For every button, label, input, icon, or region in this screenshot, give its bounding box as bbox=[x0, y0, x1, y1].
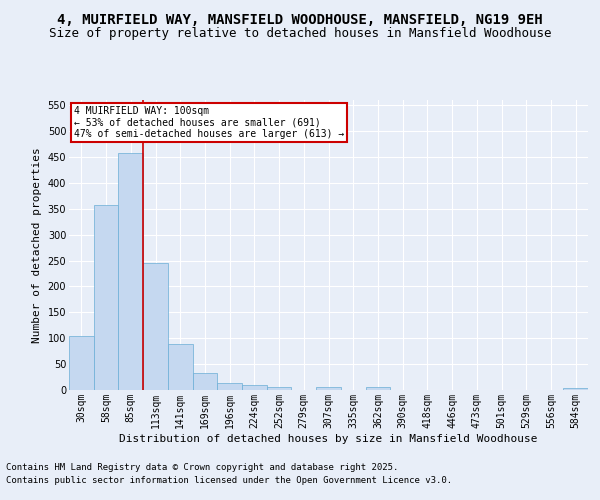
Bar bbox=[193, 374, 217, 390]
Text: Contains HM Land Registry data © Crown copyright and database right 2025.: Contains HM Land Registry data © Crown c… bbox=[6, 462, 398, 471]
Bar bbox=[143, 263, 168, 390]
Bar bbox=[168, 344, 193, 390]
Text: Contains public sector information licensed under the Open Government Licence v3: Contains public sector information licen… bbox=[6, 476, 452, 485]
Bar bbox=[365, 388, 390, 390]
X-axis label: Distribution of detached houses by size in Mansfield Woodhouse: Distribution of detached houses by size … bbox=[119, 434, 538, 444]
Text: 4 MUIRFIELD WAY: 100sqm
← 53% of detached houses are smaller (691)
47% of semi-d: 4 MUIRFIELD WAY: 100sqm ← 53% of detache… bbox=[74, 106, 344, 139]
Bar bbox=[118, 154, 143, 390]
Bar bbox=[563, 388, 588, 390]
Bar bbox=[217, 384, 242, 390]
Bar bbox=[94, 205, 118, 390]
Bar bbox=[69, 336, 94, 390]
Text: 4, MUIRFIELD WAY, MANSFIELD WOODHOUSE, MANSFIELD, NG19 9EH: 4, MUIRFIELD WAY, MANSFIELD WOODHOUSE, M… bbox=[57, 12, 543, 26]
Bar bbox=[242, 386, 267, 390]
Y-axis label: Number of detached properties: Number of detached properties bbox=[32, 147, 42, 343]
Bar bbox=[316, 388, 341, 390]
Text: Size of property relative to detached houses in Mansfield Woodhouse: Size of property relative to detached ho… bbox=[49, 28, 551, 40]
Bar bbox=[267, 387, 292, 390]
